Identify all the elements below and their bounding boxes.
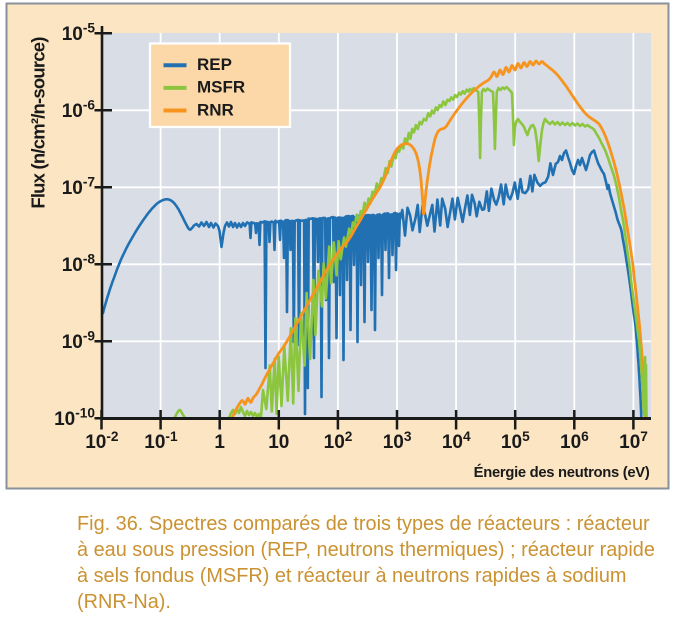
svg-text:Flux (n/cm²/n-source): Flux (n/cm²/n-source)	[28, 37, 49, 209]
svg-text:MSFR: MSFR	[197, 78, 245, 97]
svg-text:à eau sous pression (REP, neut: à eau sous pression (REP, neutrons therm…	[77, 539, 655, 561]
svg-text:REP: REP	[197, 55, 232, 74]
svg-text:(RNR-Na).: (RNR-Na).	[77, 591, 171, 613]
svg-text:RNR: RNR	[197, 100, 234, 119]
svg-text:10-5: 10-5	[62, 21, 96, 45]
svg-text:à sels fondus (MSFR) et réacte: à sels fondus (MSFR) et réacteur à neutr…	[77, 565, 626, 587]
svg-text:1: 1	[214, 432, 225, 453]
svg-text:Fig. 36. Spectres comparés de: Fig. 36. Spectres comparés de trois type…	[77, 513, 650, 535]
svg-text:10: 10	[268, 432, 289, 453]
svg-text:10-9: 10-9	[62, 329, 96, 353]
svg-text:10-10: 10-10	[54, 406, 95, 430]
svg-text:Énergie des neutrons (eV): Énergie des neutrons (eV)	[474, 464, 650, 481]
